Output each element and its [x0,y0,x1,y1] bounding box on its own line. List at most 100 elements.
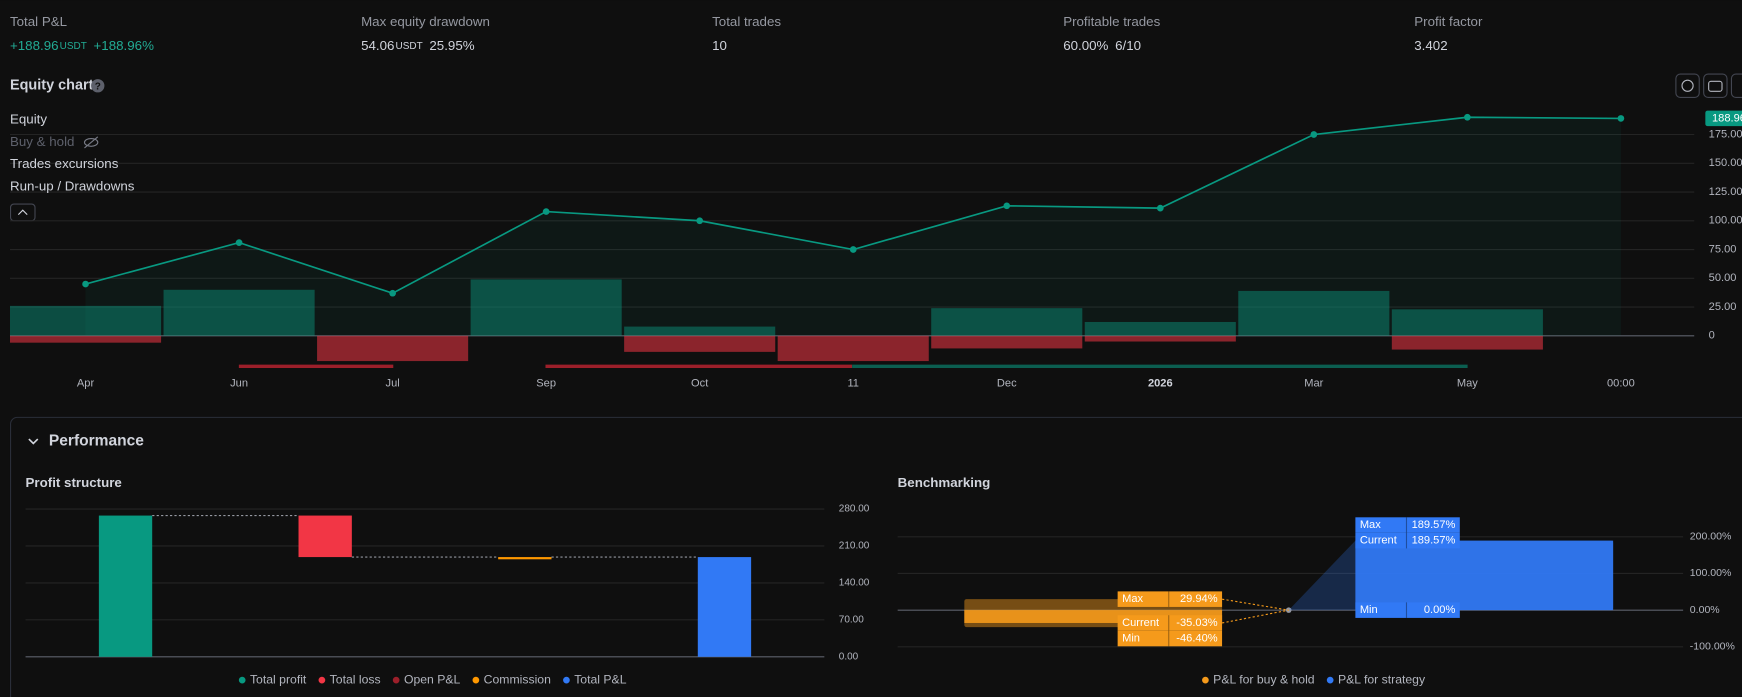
y-tick-label: -100.00% [1690,641,1735,653]
last-value-badge [1705,110,1742,127]
y-tick-label: 0.00% [1690,604,1720,616]
legend-dot [238,676,246,684]
metric-number: 54.06 [361,37,394,52]
metric-label: Total trades [712,14,781,29]
runup-bar [1084,321,1236,336]
stat-value: -46.40% [1176,632,1217,644]
y-tick-label: 140.00 [839,578,870,589]
legend-item[interactable]: Run-up / Drawdowns [10,178,135,193]
legend-dot [472,676,480,684]
runup-bar [1238,290,1390,336]
equity-point [82,280,89,288]
legend-item[interactable]: Buy & hold [10,134,74,149]
stat-value: 0.00% [1424,604,1456,616]
metric-extra: +188.96% [94,37,155,52]
equity-point [1617,115,1625,122]
waterfall-bar [498,557,552,560]
help-icon[interactable] [91,79,105,93]
x-tick-label: Mar [1304,377,1323,389]
metric-value: +188.96USDT +188.96% [10,37,154,52]
x-tick-label: 11 [847,377,859,389]
equity-title: Equity chart [10,78,94,94]
drawdown-bar [9,335,162,343]
equity-point [1156,204,1164,212]
stat-label: Max [1122,593,1143,605]
stat-value: 189.57% [1412,535,1456,547]
drawdown-bar [317,335,469,362]
y-tick-label: 100.00% [1690,567,1732,579]
legend-dot [1202,676,1209,684]
stat-label: Max [1360,519,1381,531]
x-tick-label: Apr [77,377,95,389]
legend-label: P&L for buy & hold [1213,672,1315,686]
metric-label: Max equity drawdown [361,14,490,29]
runup-bar [9,305,162,336]
metric-label: Profitable trades [1063,14,1160,29]
metric-value: 54.06USDT 25.95% [361,37,475,52]
stat-box [1117,615,1223,631]
settings-icon [1681,79,1694,92]
hidden-icon-slash [84,136,99,149]
stat-value: 189.57% [1412,519,1456,531]
y-tick-label: 125.00 [1709,186,1742,198]
metric-label: Profit factor [1414,14,1483,29]
y-tick-label: 200.00% [1690,531,1732,543]
snapshot-button[interactable] [1703,73,1728,98]
equity-point [1464,113,1471,121]
legend-dot [392,676,400,684]
equity-point [696,217,704,225]
panel-title: Benchmarking [898,475,991,490]
x-tick-label: Dec [997,377,1017,389]
metric-unit: USDT [60,40,87,51]
y-tick-label: 75.00 [1709,243,1737,255]
help-glyph: ? [95,82,101,93]
metric-value: 60.00% 6/10 [1063,37,1141,52]
y-tick-label: 210.00 [839,541,870,552]
drawdown-bar [624,335,776,352]
legend-label: Commission [484,672,551,686]
legend-label: P&L for strategy [1338,672,1426,686]
metric-number: 10 [712,37,727,52]
legend-dot [1326,676,1334,684]
drawdown-bar [931,335,1083,349]
runup-bar [470,279,622,336]
stat-box [1117,591,1223,607]
section-title: Performance [49,432,144,449]
x-tick-label: 00:00 [1607,377,1635,389]
stat-box [1117,630,1223,647]
runup-bar [1391,309,1543,336]
stat-label: Current [1360,535,1397,547]
x-tick-label: Oct [691,377,708,389]
metric-value: 3.402 [1414,37,1447,52]
legend-dot [318,676,326,684]
stat-box [1355,602,1460,618]
collapse-icon [17,209,28,216]
stat-label: Current [1122,617,1159,629]
equity-point [235,239,243,246]
x-tick-label: 2026 [1148,377,1173,389]
waterfall-bar [697,557,752,657]
waterfall-bar [98,515,153,657]
performance-panel [10,416,1742,697]
y-tick-label: 100.00 [1709,215,1742,227]
legend-item[interactable]: Trades excursions [10,156,119,171]
stat-value: -35.03% [1176,617,1217,629]
chevron[interactable] [28,438,39,445]
drawdown-bar [1084,335,1236,342]
last-value-label: 188.96 [1712,112,1742,124]
settings-button[interactable] [1675,73,1700,98]
runup-bar [624,326,776,336]
legend-label: Total profit [250,672,307,686]
x-tick-label: Jul [386,377,400,389]
drawdown-bar [777,335,929,362]
stat-box [1355,532,1460,549]
fullscreen-button[interactable] [1730,73,1742,98]
y-tick-label: 175.00 [1709,128,1742,140]
legend-dot [563,676,570,684]
toolbar [1675,73,1742,98]
y-tick-label: 0.00 [839,651,859,662]
y-tick-label: 50.00 [1709,272,1737,284]
legend-item[interactable]: Equity [10,112,47,127]
stat-box [1355,517,1460,533]
